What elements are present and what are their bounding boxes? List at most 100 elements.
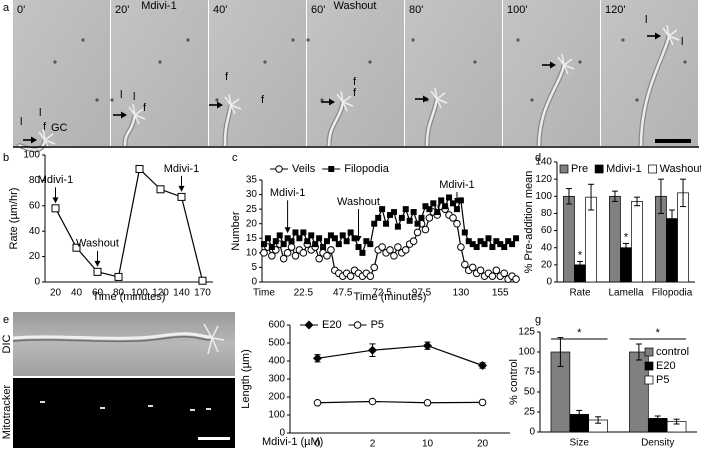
- annotation-arrow-head: [453, 198, 460, 205]
- micrograph: [405, 0, 502, 146]
- marker: [402, 206, 409, 213]
- marker: [320, 244, 327, 251]
- y-tick-label: 20: [29, 251, 41, 262]
- y-tick-label: 25: [246, 204, 258, 215]
- marker: [312, 241, 319, 248]
- marker: [438, 197, 445, 204]
- marker: [450, 200, 457, 207]
- y-tick-label: 300: [268, 374, 285, 385]
- marker: [375, 214, 382, 221]
- x-tick-label: 60: [92, 288, 104, 299]
- annotation: Mdivi-1: [164, 163, 199, 175]
- frame-note: f: [143, 102, 147, 114]
- marker: [359, 249, 366, 256]
- panel-letter: d: [535, 152, 541, 164]
- marker: [292, 229, 299, 236]
- mitochondrion: [190, 409, 195, 411]
- marker: [114, 272, 123, 281]
- y-tick-label: 80: [541, 208, 553, 219]
- y-tick-label: 0: [34, 277, 40, 288]
- x-tick-label: 97.5: [412, 288, 432, 299]
- frame-time: 100': [507, 4, 527, 16]
- marker: [368, 345, 377, 355]
- marker: [135, 164, 144, 173]
- debris: [635, 98, 639, 102]
- marker: [410, 209, 417, 216]
- frame-time: 0': [17, 4, 25, 16]
- marker: [335, 241, 342, 248]
- y-axis-label: Rate (µm/hr): [8, 188, 20, 250]
- growth-cone: [230, 98, 240, 106]
- marker: [434, 209, 441, 216]
- x-tick-label: 10: [422, 439, 434, 449]
- annotation-arrow-head: [178, 185, 185, 192]
- marker: [279, 254, 288, 263]
- debris: [530, 98, 534, 102]
- dic-cone: [211, 337, 225, 341]
- marker: [413, 228, 422, 237]
- y-tick-label: 0: [279, 428, 285, 439]
- marker: [283, 249, 292, 257]
- marker: [422, 203, 429, 210]
- x-tick-label: 20: [50, 288, 62, 299]
- growth-cone: [436, 98, 442, 109]
- marker: [355, 244, 362, 251]
- frame-note: l: [20, 116, 22, 128]
- line: [317, 400, 483, 404]
- y-tick-label: 80: [29, 175, 41, 186]
- micrograph: [503, 0, 600, 146]
- marker: [268, 244, 275, 251]
- annotation: Washout: [76, 238, 119, 250]
- x-tick-label: 72.5: [372, 288, 392, 299]
- marker: [469, 241, 476, 248]
- frame-note: f: [43, 121, 47, 133]
- growth-cone: [228, 93, 232, 106]
- growth-cone: [342, 101, 354, 107]
- legend-swatch: [594, 164, 604, 174]
- marker: [304, 238, 311, 245]
- growth-cone: [230, 104, 236, 115]
- micrograph: [111, 0, 208, 146]
- x-tick-label: 40: [71, 288, 83, 299]
- image-label: Mitotracker: [1, 384, 13, 439]
- y-tick-label: 200: [268, 392, 285, 403]
- x-tick-label: 155: [492, 288, 509, 299]
- x-tick-label: 140: [173, 288, 190, 299]
- debris: [95, 98, 99, 102]
- bar: [666, 218, 678, 283]
- marker: [313, 353, 322, 363]
- frame-note: f: [225, 71, 229, 83]
- marker: [453, 219, 461, 228]
- legend-swatch: [559, 164, 569, 174]
- marker: [272, 238, 279, 245]
- y-tick-label: 40: [29, 226, 41, 237]
- significance-mark: *: [578, 249, 583, 261]
- y-tick-label: 100: [23, 150, 40, 161]
- debris: [110, 98, 114, 102]
- y-tick-label: 40: [541, 242, 553, 253]
- y-tick-label: 75: [524, 367, 536, 378]
- y-axis-label: % Pre-addition mean: [523, 171, 535, 274]
- arrow-head: [550, 61, 556, 69]
- growth-cone: [342, 101, 348, 112]
- marker: [327, 246, 335, 254]
- annotation-arrow-head: [355, 236, 362, 243]
- growth-cone: [342, 95, 352, 103]
- frame-note: f: [353, 76, 357, 88]
- annotation-arrow-head: [52, 197, 59, 204]
- frame-time: 60': [311, 4, 325, 16]
- dic-neurite-shade: [12, 336, 213, 343]
- debris: [320, 98, 324, 102]
- legend-label: Veils: [292, 163, 316, 175]
- growth-cone: [44, 139, 56, 145]
- marker: [177, 192, 186, 201]
- marker: [426, 206, 433, 213]
- y-tick-label: 600: [268, 320, 285, 331]
- y-tick-label: 50: [524, 387, 536, 398]
- mitotracker-image: [13, 378, 235, 448]
- y-tick-label: 120: [535, 174, 552, 185]
- x-tick-label: 120: [152, 288, 169, 299]
- debris: [186, 38, 190, 42]
- debris: [263, 60, 267, 64]
